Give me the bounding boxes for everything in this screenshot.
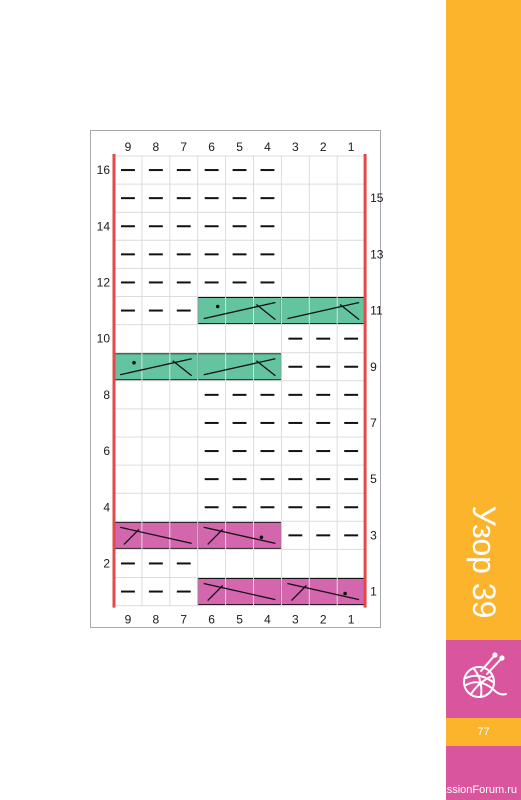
cable-slant-line bbox=[339, 303, 360, 321]
cable-slant-line bbox=[119, 358, 192, 376]
row-label-right: 13 bbox=[370, 247, 384, 261]
row-label-right: 9 bbox=[370, 360, 377, 374]
row-label-left: 16 bbox=[97, 163, 111, 177]
cable-dot bbox=[132, 360, 136, 365]
row-label-right: 5 bbox=[370, 472, 377, 486]
cable-dot bbox=[343, 591, 347, 596]
column-label-top: 2 bbox=[320, 140, 327, 154]
column-label-bottom: 4 bbox=[264, 613, 271, 627]
cable-slant-line bbox=[203, 358, 276, 376]
page-number: 77 bbox=[446, 718, 521, 746]
cable-slant-line bbox=[287, 301, 360, 320]
column-label-bottom: 3 bbox=[292, 613, 299, 627]
column-label-top: 5 bbox=[236, 140, 243, 154]
sidebar: Узор 39 77 PassionForum.ru bbox=[433, 0, 521, 800]
column-label-bottom: 8 bbox=[153, 613, 160, 627]
cable-slant-line bbox=[287, 582, 360, 601]
row-label-left: 12 bbox=[97, 275, 111, 289]
column-label-top: 8 bbox=[153, 140, 160, 154]
cable-slant-line bbox=[203, 301, 276, 320]
cable-slant-line bbox=[290, 585, 307, 602]
row-label-left: 10 bbox=[97, 332, 111, 346]
cable-dot bbox=[215, 304, 220, 309]
column-label-bottom: 9 bbox=[125, 613, 132, 627]
cable-slant-line bbox=[203, 526, 276, 545]
row-label-right: 3 bbox=[370, 528, 377, 542]
cable-slant-line bbox=[172, 360, 193, 377]
row-label-right: 11 bbox=[370, 304, 383, 318]
chart-frame bbox=[90, 130, 381, 628]
row-label-left: 6 bbox=[103, 444, 110, 458]
column-label-top: 3 bbox=[292, 140, 299, 154]
cable-slant-line bbox=[255, 360, 276, 377]
column-label-top: 1 bbox=[348, 140, 355, 154]
row-label-left: 14 bbox=[97, 219, 111, 233]
column-label-top: 7 bbox=[180, 140, 187, 154]
cable-block bbox=[197, 353, 282, 381]
cable-slant-line bbox=[255, 303, 276, 321]
column-label-bottom: 1 bbox=[348, 613, 355, 627]
yarn-ball-icon bbox=[463, 652, 507, 698]
sidebar-yellow-band bbox=[446, 0, 521, 640]
cable-dot bbox=[259, 535, 264, 540]
cable-slant-line bbox=[123, 528, 140, 545]
cable-slant-line bbox=[207, 528, 224, 545]
watermark-text: PassionForum.ru bbox=[433, 784, 517, 796]
column-label-top: 9 bbox=[125, 140, 132, 154]
column-label-bottom: 2 bbox=[320, 613, 327, 627]
column-label-top: 6 bbox=[208, 140, 215, 154]
cable-slant-line bbox=[119, 526, 192, 545]
row-label-left: 4 bbox=[103, 500, 110, 514]
row-label-left: 8 bbox=[103, 388, 110, 402]
column-label-bottom: 6 bbox=[208, 613, 215, 627]
row-label-left: 2 bbox=[103, 556, 110, 570]
column-label-bottom: 7 bbox=[180, 613, 187, 627]
row-label-right: 7 bbox=[370, 416, 377, 430]
row-label-right: 15 bbox=[370, 191, 384, 205]
cable-slant-line bbox=[203, 582, 276, 601]
cable-slant-line bbox=[207, 585, 224, 602]
column-label-bottom: 5 bbox=[236, 613, 243, 627]
row-label-right: 1 bbox=[370, 585, 377, 599]
column-label-top: 4 bbox=[264, 140, 271, 154]
